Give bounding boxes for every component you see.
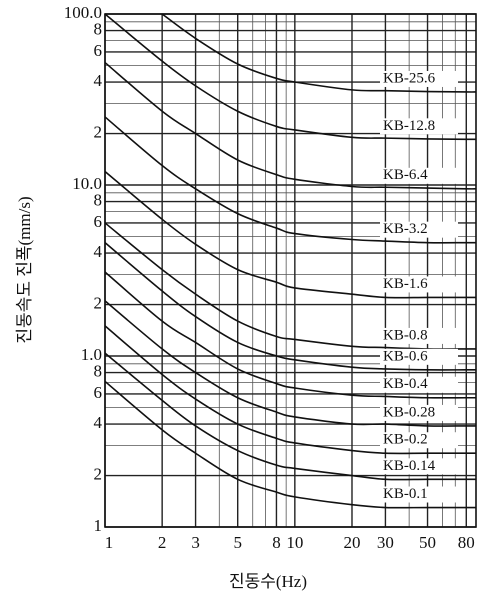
- y-tick-label: 2: [94, 122, 103, 141]
- curve: [104, 13, 477, 141]
- label-bg: [380, 118, 458, 135]
- curve: [104, 271, 476, 399]
- x-tick-label: 10: [286, 533, 303, 552]
- label-bg: [380, 221, 458, 238]
- series-label: KB-1.6: [383, 276, 428, 292]
- y-tick-label: 4: [94, 71, 103, 90]
- label-bg: [380, 458, 458, 475]
- y-tick-label: 8: [94, 19, 103, 38]
- y-tick-label: 1: [94, 516, 103, 535]
- label-bg: [380, 404, 458, 421]
- series-label: KB-0.2: [383, 432, 428, 448]
- x-tick-label: 80: [458, 533, 475, 552]
- y-tick-label: 2: [94, 464, 103, 483]
- series-label: KB-0.14: [383, 458, 436, 474]
- y-tick-label: 2: [94, 293, 103, 312]
- curve: [104, 170, 476, 299]
- y-tick-label: 6: [94, 41, 103, 60]
- series-label: KB-0.4: [383, 376, 428, 392]
- x-tick-label: 1: [105, 533, 114, 552]
- y-tick-label: 4: [94, 413, 103, 432]
- curve: [104, 61, 477, 190]
- series-label: KB-25.6: [383, 70, 436, 86]
- label-bg: [380, 432, 458, 449]
- series-label: KB-0.28: [383, 404, 435, 420]
- curve: [161, 13, 477, 93]
- curve: [104, 380, 476, 509]
- x-tick-label: 8: [272, 533, 281, 552]
- curve: [104, 242, 476, 371]
- label-bg: [380, 348, 458, 365]
- x-tick-label: 3: [191, 533, 200, 552]
- curve: [104, 325, 476, 455]
- curve: [104, 116, 476, 244]
- y-axis-label: 진동속도 진폭(mm/s): [15, 196, 34, 343]
- curve: [104, 352, 476, 481]
- label-bg: [380, 327, 458, 344]
- x-tick-label: 20: [343, 533, 360, 552]
- y-tick-label: 100.0: [64, 3, 102, 22]
- series-label: KB-12.8: [383, 118, 435, 134]
- y-tick-label: 8: [94, 361, 103, 380]
- curve: [104, 300, 476, 427]
- label-bg: [380, 486, 458, 503]
- x-tick-label: 2: [158, 533, 167, 552]
- y-tick-label: 4: [94, 242, 103, 261]
- label-bg: [380, 276, 458, 293]
- series-label: KB-3.2: [383, 221, 428, 237]
- plot-frame: [104, 13, 477, 528]
- x-tick-label: 50: [419, 533, 436, 552]
- series-label: KB-0.8: [383, 327, 428, 343]
- series-label: KB-0.6: [383, 348, 428, 364]
- x-axis-label: 진동수(Hz): [229, 572, 307, 591]
- label-bg: [380, 70, 458, 87]
- label-bg: [380, 167, 458, 184]
- series-label: KB-0.1: [383, 486, 428, 502]
- label-bg: [380, 376, 458, 393]
- x-tick-label: 30: [377, 533, 394, 552]
- y-tick-label: 8: [94, 190, 103, 209]
- y-tick-label: 6: [94, 212, 103, 231]
- x-tick-label: 5: [233, 533, 242, 552]
- y-tick-label: 1.0: [81, 345, 102, 364]
- y-tick-label: 10.0: [72, 174, 102, 193]
- series-label: KB-6.4: [383, 167, 428, 183]
- y-tick-label: 6: [94, 383, 103, 402]
